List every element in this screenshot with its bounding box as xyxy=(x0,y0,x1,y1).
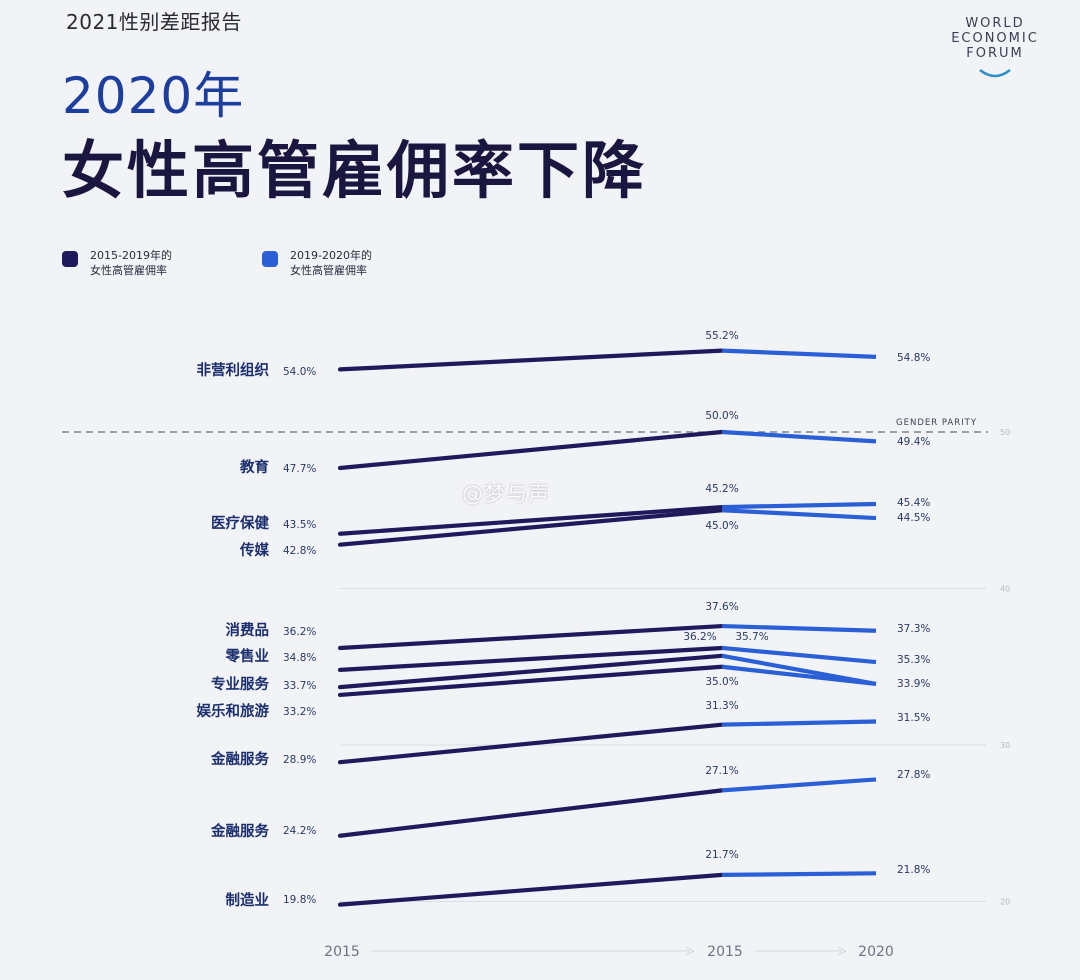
legend-line: 女性高管雇佣率 xyxy=(90,264,167,277)
gender-parity-label: GENDER PARITY xyxy=(896,418,977,428)
value-label-2019: 21.7% xyxy=(705,849,738,861)
wef-logo: WORLD ECONOMIC FORUM xyxy=(940,16,1050,82)
value-label-2019: 37.6% xyxy=(705,601,738,613)
value-label-2015: 42.8% xyxy=(283,545,316,557)
logo-line-1: WORLD xyxy=(965,16,1025,31)
legend-line: 2019-2020年的 xyxy=(290,249,372,262)
value-label-2015: 36.2% xyxy=(283,626,316,638)
value-label-2015: 34.8% xyxy=(283,652,316,664)
y-tick-label: 20 xyxy=(1000,898,1010,907)
industry-label: 零售业 xyxy=(225,647,270,665)
value-label-2020: 44.5% xyxy=(897,512,930,524)
series-line-2019-2020 xyxy=(721,501,877,510)
value-label-2020: 45.4% xyxy=(897,497,930,509)
headline-main: 女性高管雇佣率下降 xyxy=(62,134,648,207)
value-label-2015: 33.7% xyxy=(283,680,316,692)
value-label-2020: 27.8% xyxy=(897,769,930,781)
industry-label: 制造业 xyxy=(226,891,270,909)
legend-text: 2015-2019年的 女性高管雇佣率 xyxy=(90,248,172,278)
x-axis-arrowhead xyxy=(837,946,848,956)
watermark: @梦与声 xyxy=(462,482,550,506)
value-label-2015: 54.0% xyxy=(283,366,316,378)
series-line-2019-2020 xyxy=(721,623,877,633)
legend-line: 2015-2019年的 xyxy=(90,249,172,262)
value-label-2019: 35.7% xyxy=(735,631,768,643)
y-tick-label: 50 xyxy=(1000,428,1010,437)
value-label-2020: 33.9% xyxy=(897,678,930,690)
series-line-2019-2020 xyxy=(721,777,877,793)
legend-line: 女性高管雇佣率 xyxy=(290,264,367,277)
value-label-2015: 47.7% xyxy=(283,463,316,475)
value-label-2019: 55.2% xyxy=(705,330,738,342)
value-label-2020: 54.8% xyxy=(897,352,930,364)
series-line-2019-2020 xyxy=(721,645,877,665)
value-label-2015: 33.2% xyxy=(283,706,316,718)
series-line-2015-2019 xyxy=(337,505,725,536)
series-line-2015-2019 xyxy=(337,429,725,471)
value-label-2015: 28.9% xyxy=(283,754,316,766)
value-label-2020: 35.3% xyxy=(897,654,930,666)
industry-label: 消费品 xyxy=(226,621,270,639)
series-line-2019-2020 xyxy=(721,871,877,877)
value-label-2019: 50.0% xyxy=(705,410,738,422)
legend-item-2015-2019: 2015-2019年的 女性高管雇佣率 xyxy=(62,248,172,278)
value-label-2019: 31.3% xyxy=(705,700,738,712)
series-line-2015-2019 xyxy=(337,508,725,547)
series-line-2019-2020 xyxy=(721,508,877,521)
value-label-2020: 37.3% xyxy=(897,623,930,635)
value-label-2019: 27.1% xyxy=(705,765,738,777)
legend-swatch-blue xyxy=(262,251,278,267)
industry-label: 娱乐和旅游 xyxy=(197,702,270,720)
value-label-2020: 49.4% xyxy=(897,436,930,448)
series-line-2019-2020 xyxy=(721,719,877,727)
legend-swatch-dark xyxy=(62,251,78,267)
logo-arc-icon xyxy=(979,68,1011,78)
x-tick-label: 2015 xyxy=(324,944,360,960)
series-line-2015-2019 xyxy=(337,653,725,690)
logo-line-3: FORUM xyxy=(966,46,1024,61)
industry-label: 金融服务 xyxy=(210,822,269,840)
value-label-2019: 36.2% xyxy=(683,631,716,643)
industry-label: 医疗保健 xyxy=(211,514,269,532)
logo-line-2: ECONOMIC xyxy=(951,31,1039,46)
y-tick-label: 30 xyxy=(1000,741,1010,750)
x-tick-label: 2020 xyxy=(858,944,894,960)
legend-text: 2019-2020年的 女性高管雇佣率 xyxy=(290,248,372,278)
value-label-2015: 24.2% xyxy=(283,825,316,837)
x-axis-arrowhead xyxy=(685,946,696,956)
value-label-2020: 21.8% xyxy=(897,864,930,876)
value-label-2019: 45.0% xyxy=(705,520,738,532)
value-label-2020: 31.5% xyxy=(897,712,930,724)
series-line-2015-2019 xyxy=(337,348,725,372)
series-line-2015-2019 xyxy=(337,788,725,838)
series-line-2015-2019 xyxy=(337,872,725,907)
series-line-2015-2019 xyxy=(337,623,725,651)
series-line-2019-2020 xyxy=(721,429,877,444)
series-line-2019-2020 xyxy=(721,664,877,687)
value-label-2015: 43.5% xyxy=(283,519,316,531)
series-line-2015-2019 xyxy=(337,664,725,698)
industry-label: 金融服务 xyxy=(210,750,269,768)
industry-label: 教育 xyxy=(239,458,269,476)
y-tick-label: 40 xyxy=(1000,585,1010,594)
legend-item-2019-2020: 2019-2020年的 女性高管雇佣率 xyxy=(262,248,372,278)
value-label-2015: 19.8% xyxy=(283,894,316,906)
series-line-2015-2019 xyxy=(337,722,725,765)
industry-label: 专业服务 xyxy=(211,675,269,693)
x-tick-label: 2015 xyxy=(707,944,743,960)
series-line-2015-2019 xyxy=(337,645,725,672)
value-label-2019: 45.2% xyxy=(705,483,738,495)
series-line-2019-2020 xyxy=(721,348,877,359)
industry-label: 非营利组织 xyxy=(197,361,270,379)
value-label-2019: 35.0% xyxy=(705,676,738,688)
headline-year: 2020年 xyxy=(62,67,245,125)
industry-label: 传媒 xyxy=(239,541,269,559)
report-title: 2021性别差距报告 xyxy=(66,10,242,34)
